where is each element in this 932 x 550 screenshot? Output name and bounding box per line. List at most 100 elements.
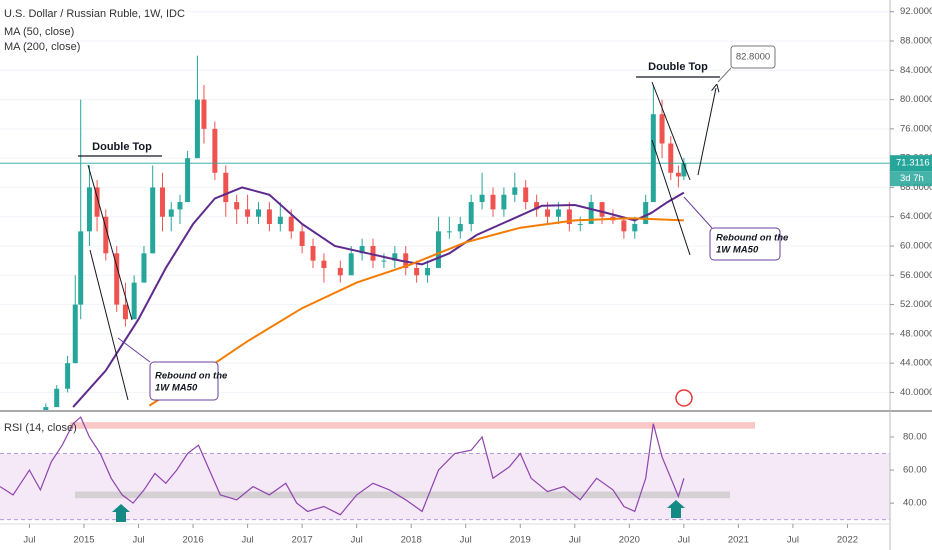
- price-callout: [730, 45, 776, 69]
- callout-pointer: [717, 67, 732, 83]
- candle-body: [310, 246, 316, 261]
- candle-body: [201, 99, 207, 129]
- moving-average: [148, 217, 684, 407]
- candle-body: [643, 202, 649, 225]
- candle-body: [266, 209, 272, 225]
- y-tick-label: 40.00: [903, 498, 927, 509]
- rebound-label: Rebound on the: [716, 233, 789, 244]
- candle-body: [632, 224, 638, 232]
- x-tick-label: 2019: [510, 535, 531, 546]
- candle-body: [577, 224, 583, 226]
- rebound-callout: [149, 361, 219, 401]
- y-tick-label: 92.0000: [900, 6, 932, 17]
- x-tick-label: 2020: [619, 535, 640, 546]
- candle-body: [212, 128, 218, 173]
- rsi-title: RSI (14, close): [4, 422, 77, 434]
- candle-body: [150, 187, 156, 254]
- candle-body: [425, 267, 431, 276]
- candle-body: [490, 194, 496, 210]
- rsi-band: [0, 453, 890, 520]
- candle-body: [141, 253, 147, 283]
- candle-body: [659, 114, 665, 144]
- candle-body: [359, 246, 365, 254]
- candle-body: [468, 202, 474, 225]
- target-label: 82.8000: [736, 52, 770, 63]
- candle-body: [65, 363, 71, 389]
- last-price-box: [890, 155, 932, 172]
- countdown-box: [890, 171, 932, 187]
- candle-body: [54, 388, 60, 408]
- moving-average: [72, 186, 685, 408]
- rebound-label: Rebound on the: [155, 371, 228, 382]
- y-tick-label: 68.0000: [900, 182, 932, 193]
- y-tick-label: 56.0000: [900, 270, 932, 281]
- candle-body: [160, 187, 166, 217]
- y-tick-label: 76.0000: [900, 123, 932, 134]
- candle-body: [348, 253, 354, 276]
- rsi-pane: [0, 416, 890, 521]
- y-tick-label: 64.0000: [900, 211, 932, 222]
- level-zone: [70, 422, 755, 429]
- rebound-label: 1W MA50: [155, 383, 198, 394]
- signal-arrow: [112, 504, 130, 522]
- price-pane: [0, 11, 890, 410]
- candle-body: [650, 114, 656, 203]
- x-tick-label: 2021: [728, 535, 749, 546]
- candle-body: [599, 202, 605, 217]
- y-tick-label: 44.0000: [900, 358, 932, 369]
- candle-body: [501, 194, 507, 210]
- y-tick-label: 88.0000: [900, 36, 932, 47]
- candle-body: [277, 216, 283, 225]
- trend-line: [651, 81, 691, 181]
- candle-body: [131, 282, 137, 320]
- candle-body: [122, 304, 128, 320]
- callout-pointer: [117, 337, 151, 363]
- last-price-label: 71.3116: [896, 158, 930, 169]
- candle-body: [588, 202, 594, 225]
- candle-body: [479, 194, 485, 203]
- y-tick-label: 80.0000: [900, 94, 932, 105]
- candle-body: [43, 407, 49, 410]
- candle-body: [103, 216, 109, 254]
- x-tick-label: 2016: [182, 535, 203, 546]
- candle-body: [223, 172, 229, 203]
- candle-body: [72, 304, 78, 364]
- candle-body: [446, 231, 452, 233]
- candle-body: [681, 163, 687, 177]
- y-tick-label: 60.00: [903, 465, 927, 476]
- candle-body: [337, 267, 343, 276]
- x-tick-label: Jul: [23, 535, 35, 546]
- candle-body: [555, 209, 561, 217]
- legend-entry: MA (200, close): [4, 41, 80, 53]
- candle-body: [255, 209, 261, 217]
- y-tick-label: 60.0000: [900, 241, 932, 252]
- candle-body: [545, 209, 551, 217]
- x-tick-label: 2017: [292, 535, 313, 546]
- candle-body: [457, 224, 463, 232]
- rsi-line: [0, 416, 685, 516]
- candle-body: [114, 253, 120, 305]
- x-tick-label: Jul: [242, 535, 254, 546]
- candle-body: [668, 143, 674, 173]
- x-tick-label: Jul: [678, 535, 690, 546]
- rebound-callout: [709, 227, 781, 261]
- trend-line: [87, 164, 133, 321]
- rebound-label: 1W MA50: [716, 245, 759, 256]
- candle-body: [94, 187, 100, 217]
- projection-arrow: [697, 88, 716, 176]
- x-tick-label: 2022: [837, 535, 858, 546]
- x-tick-label: 2018: [401, 535, 422, 546]
- y-tick-label: 52.0000: [900, 299, 932, 310]
- y-tick-label: 40.0000: [900, 387, 932, 398]
- candle-body: [177, 202, 183, 210]
- candle-body: [370, 246, 376, 261]
- candle-body: [566, 209, 572, 225]
- trend-line: [89, 249, 129, 401]
- x-tick-label: Jul: [569, 535, 581, 546]
- trend-line: [651, 139, 691, 256]
- legend-entry: MA (50, close): [4, 26, 74, 38]
- x-tick-label: Jul: [787, 535, 799, 546]
- pattern-label: Double Top: [92, 141, 152, 153]
